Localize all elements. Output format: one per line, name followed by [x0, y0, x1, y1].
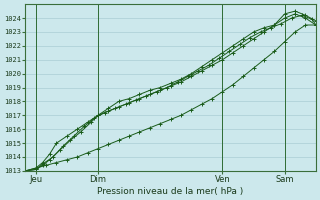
X-axis label: Pression niveau de la mer( hPa ): Pression niveau de la mer( hPa ) — [98, 187, 244, 196]
